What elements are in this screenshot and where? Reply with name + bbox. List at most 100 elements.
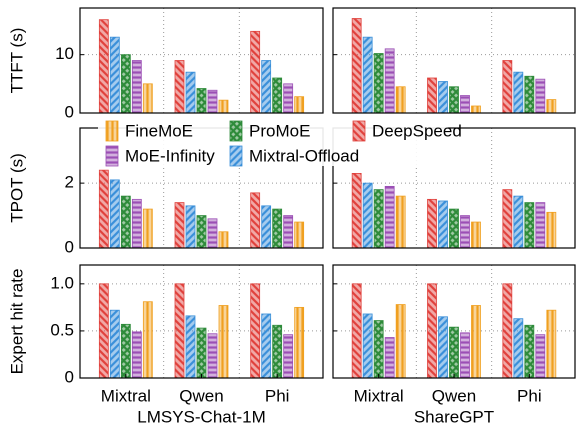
bar bbox=[250, 192, 261, 249]
bar bbox=[449, 208, 459, 249]
bar bbox=[384, 337, 395, 379]
bar bbox=[196, 88, 207, 114]
plot-area: TTFT (s) 0 10 TPOT (s) 0 2 Expert hit rate 0 0.5… bbox=[7, 7, 576, 426]
bar bbox=[460, 332, 470, 379]
bar bbox=[283, 83, 294, 114]
bar bbox=[283, 334, 294, 379]
x-tick-label: Mixtral bbox=[101, 386, 151, 405]
bar bbox=[142, 83, 153, 114]
legend-swatch bbox=[105, 145, 119, 167]
bar bbox=[218, 99, 229, 114]
bar bbox=[294, 221, 305, 249]
bar bbox=[250, 30, 261, 114]
bar bbox=[131, 331, 142, 379]
bar bbox=[131, 60, 142, 114]
bar bbox=[196, 327, 207, 379]
bar bbox=[427, 198, 437, 249]
bar bbox=[98, 169, 109, 249]
bar bbox=[546, 211, 557, 249]
bar bbox=[395, 86, 406, 114]
legend-swatch bbox=[229, 145, 243, 167]
legend-label: DeepSpeed bbox=[372, 121, 462, 140]
y-tick-label: 0 bbox=[65, 237, 74, 256]
bar bbox=[109, 36, 120, 114]
axes-frame bbox=[79, 264, 324, 379]
legend-swatch bbox=[105, 120, 119, 142]
bar bbox=[546, 309, 557, 379]
bar bbox=[294, 306, 305, 379]
bar bbox=[351, 173, 362, 249]
bar bbox=[261, 205, 272, 249]
bar bbox=[351, 18, 362, 114]
bar bbox=[142, 208, 153, 249]
axes-frame bbox=[332, 264, 576, 379]
y-axis-label: TPOT (s) bbox=[7, 153, 26, 223]
bar bbox=[109, 179, 120, 249]
bar bbox=[427, 77, 437, 114]
x-tick-label: Qwen bbox=[432, 386, 476, 405]
bar bbox=[513, 195, 524, 249]
legend-box bbox=[98, 118, 448, 166]
bar bbox=[362, 182, 373, 249]
bar bbox=[98, 283, 109, 379]
bar bbox=[142, 301, 153, 379]
bar bbox=[362, 313, 373, 379]
bar bbox=[272, 77, 283, 114]
legend-swatch bbox=[352, 120, 366, 142]
group-label: ShareGPT bbox=[414, 407, 494, 426]
bar bbox=[449, 326, 459, 379]
bar bbox=[524, 202, 535, 249]
bar bbox=[427, 283, 437, 379]
bar bbox=[546, 99, 557, 114]
bar bbox=[272, 324, 283, 379]
bar bbox=[535, 334, 546, 379]
bar bbox=[373, 189, 384, 249]
y-tick-label: 0 bbox=[65, 102, 74, 121]
bar bbox=[513, 71, 524, 114]
bar bbox=[294, 96, 305, 114]
legend: DeepSpeed Mixtral-Offload ProMoE MoE-Infini… bbox=[98, 118, 462, 167]
bar bbox=[471, 221, 481, 249]
bar bbox=[384, 185, 395, 249]
bar bbox=[174, 202, 185, 249]
bar bbox=[524, 324, 535, 379]
bar bbox=[120, 195, 131, 249]
legend-label: MoE-Infinity bbox=[125, 146, 215, 165]
bar bbox=[250, 283, 261, 379]
x-tick-label: Mixtral bbox=[354, 386, 404, 405]
bar bbox=[185, 205, 196, 249]
legend-label: ProMoE bbox=[249, 121, 310, 140]
bar bbox=[109, 309, 120, 379]
bar bbox=[438, 200, 448, 249]
bar bbox=[196, 215, 207, 249]
group-label: LMSYS-Chat-1M bbox=[137, 407, 265, 426]
bar bbox=[395, 304, 406, 379]
bar bbox=[535, 78, 546, 114]
bar bbox=[373, 320, 384, 379]
bar bbox=[174, 60, 185, 114]
axes-frame bbox=[332, 7, 576, 114]
bar bbox=[351, 283, 362, 379]
y-tick-label: 0 bbox=[65, 367, 74, 386]
bar bbox=[471, 105, 481, 114]
bar bbox=[120, 323, 131, 379]
bar bbox=[120, 54, 131, 114]
bar bbox=[283, 215, 294, 249]
bar bbox=[438, 81, 448, 114]
bar bbox=[207, 218, 218, 249]
y-tick-label: 10 bbox=[55, 44, 74, 63]
y-tick-label: 0.5 bbox=[50, 320, 74, 339]
bar bbox=[207, 89, 218, 114]
bar bbox=[460, 215, 470, 249]
bar bbox=[449, 86, 459, 114]
bar bbox=[535, 202, 546, 249]
bar bbox=[438, 316, 448, 379]
x-tick-label: Phi bbox=[265, 386, 290, 405]
bar bbox=[395, 195, 406, 249]
bar bbox=[272, 208, 283, 249]
legend-label: Mixtral-Offload bbox=[249, 146, 359, 165]
bar bbox=[207, 333, 218, 379]
bar bbox=[373, 53, 384, 114]
bar bbox=[218, 231, 229, 249]
